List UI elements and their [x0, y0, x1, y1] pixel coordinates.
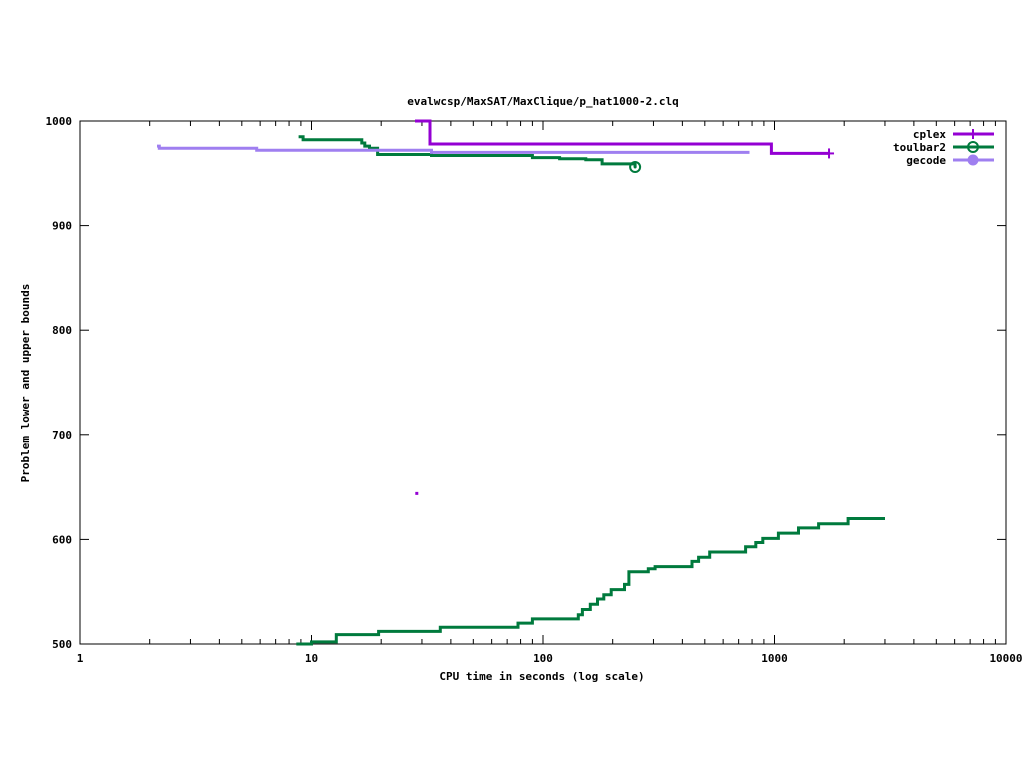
- y-tick-label: 600: [52, 533, 72, 546]
- y-axis-label: Problem lower and upper bounds: [19, 284, 32, 483]
- series-lines: [157, 119, 885, 646]
- plot-border: [79, 120, 1007, 645]
- y-tick-label: 500: [52, 638, 72, 651]
- x-axis-label: CPU time in seconds (log scale): [439, 670, 644, 683]
- series-gecode: [157, 144, 750, 154]
- series-toulbar2: [296, 135, 885, 646]
- gecode-upper-bound-line: [157, 144, 750, 154]
- plot-frame: [79, 120, 1007, 645]
- legend-label-toulbar2: toulbar2: [893, 141, 946, 154]
- y-tick-label: 900: [52, 220, 72, 233]
- toulbar2-lower-bound-line: [296, 517, 885, 646]
- x-tick-label: 1: [77, 652, 84, 665]
- legend-label-gecode: gecode: [906, 154, 946, 167]
- toulbar2-endpoint-marker: [633, 165, 637, 169]
- legend-marker-toulbar2: [967, 141, 979, 153]
- x-tick-label: 100: [533, 652, 553, 665]
- cplex-lower-bound-point: [415, 491, 419, 495]
- x-tick-label: 1000: [761, 652, 788, 665]
- y-tick-label: 800: [52, 324, 72, 337]
- legend-marker-toulbar2: [971, 145, 975, 149]
- legend-label-cplex: cplex: [913, 128, 946, 141]
- series-cplex: [415, 119, 835, 495]
- chart-title: evalwcsp/MaxSAT/MaxClique/p_hat1000-2.cl…: [407, 95, 679, 108]
- x-tick-label: 10: [305, 652, 318, 665]
- axis-ticks: 1 10 100 1000 10000 500 600 700 800 900 1000: [46, 115, 1023, 665]
- toulbar2-upper-bound-line: [298, 135, 637, 167]
- x-tick-label: 10000: [989, 652, 1022, 665]
- toulbar2-endpoint-marker: [629, 161, 642, 174]
- y-tick-label: 1000: [46, 115, 73, 128]
- legend-marker-gecode: [967, 154, 979, 166]
- y-tick-label: 700: [52, 429, 72, 442]
- cplex-upper-bound-line: [415, 119, 829, 155]
